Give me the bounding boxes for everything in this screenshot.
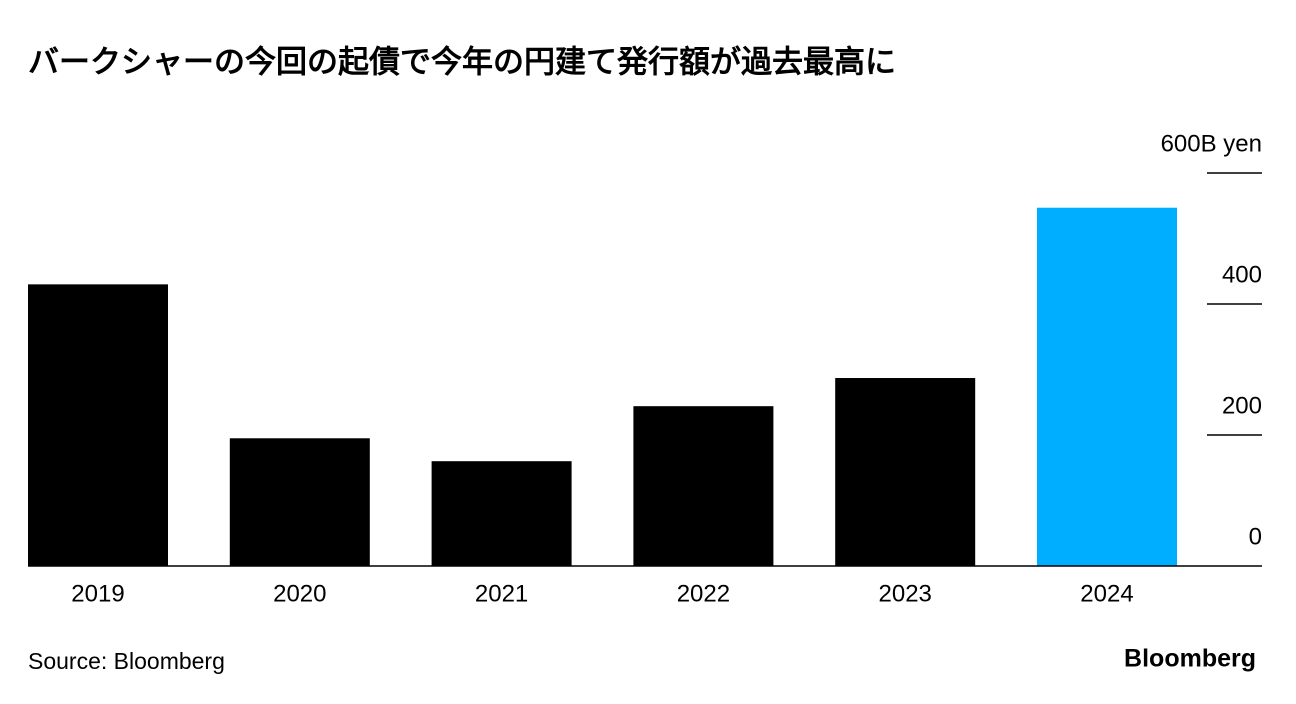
x-tick-label: 2019 (71, 580, 124, 607)
bar (633, 406, 774, 566)
logo: Bloomberg (1124, 645, 1256, 673)
y-tick-label: 0 (1249, 523, 1262, 550)
y-tick-label: 600B yen (1161, 130, 1262, 157)
y-tick-label: 200 (1222, 392, 1262, 419)
x-tick-label: 2023 (879, 580, 932, 607)
x-tick-label: 2022 (677, 580, 730, 607)
chart-title: バークシャーの今回の起債で今年の円建て発行額が過去最高に (28, 45, 896, 81)
bar (1037, 207, 1177, 566)
bar (835, 378, 976, 566)
x-tick-label: 2020 (273, 580, 326, 607)
bar (431, 461, 572, 566)
bar (28, 284, 168, 566)
x-tick-label: 2024 (1080, 580, 1133, 607)
x-tick-label: 2021 (475, 580, 528, 607)
bar (229, 438, 370, 566)
source: Source: Bloomberg (28, 648, 225, 674)
y-tick-label: 400 (1222, 261, 1262, 288)
